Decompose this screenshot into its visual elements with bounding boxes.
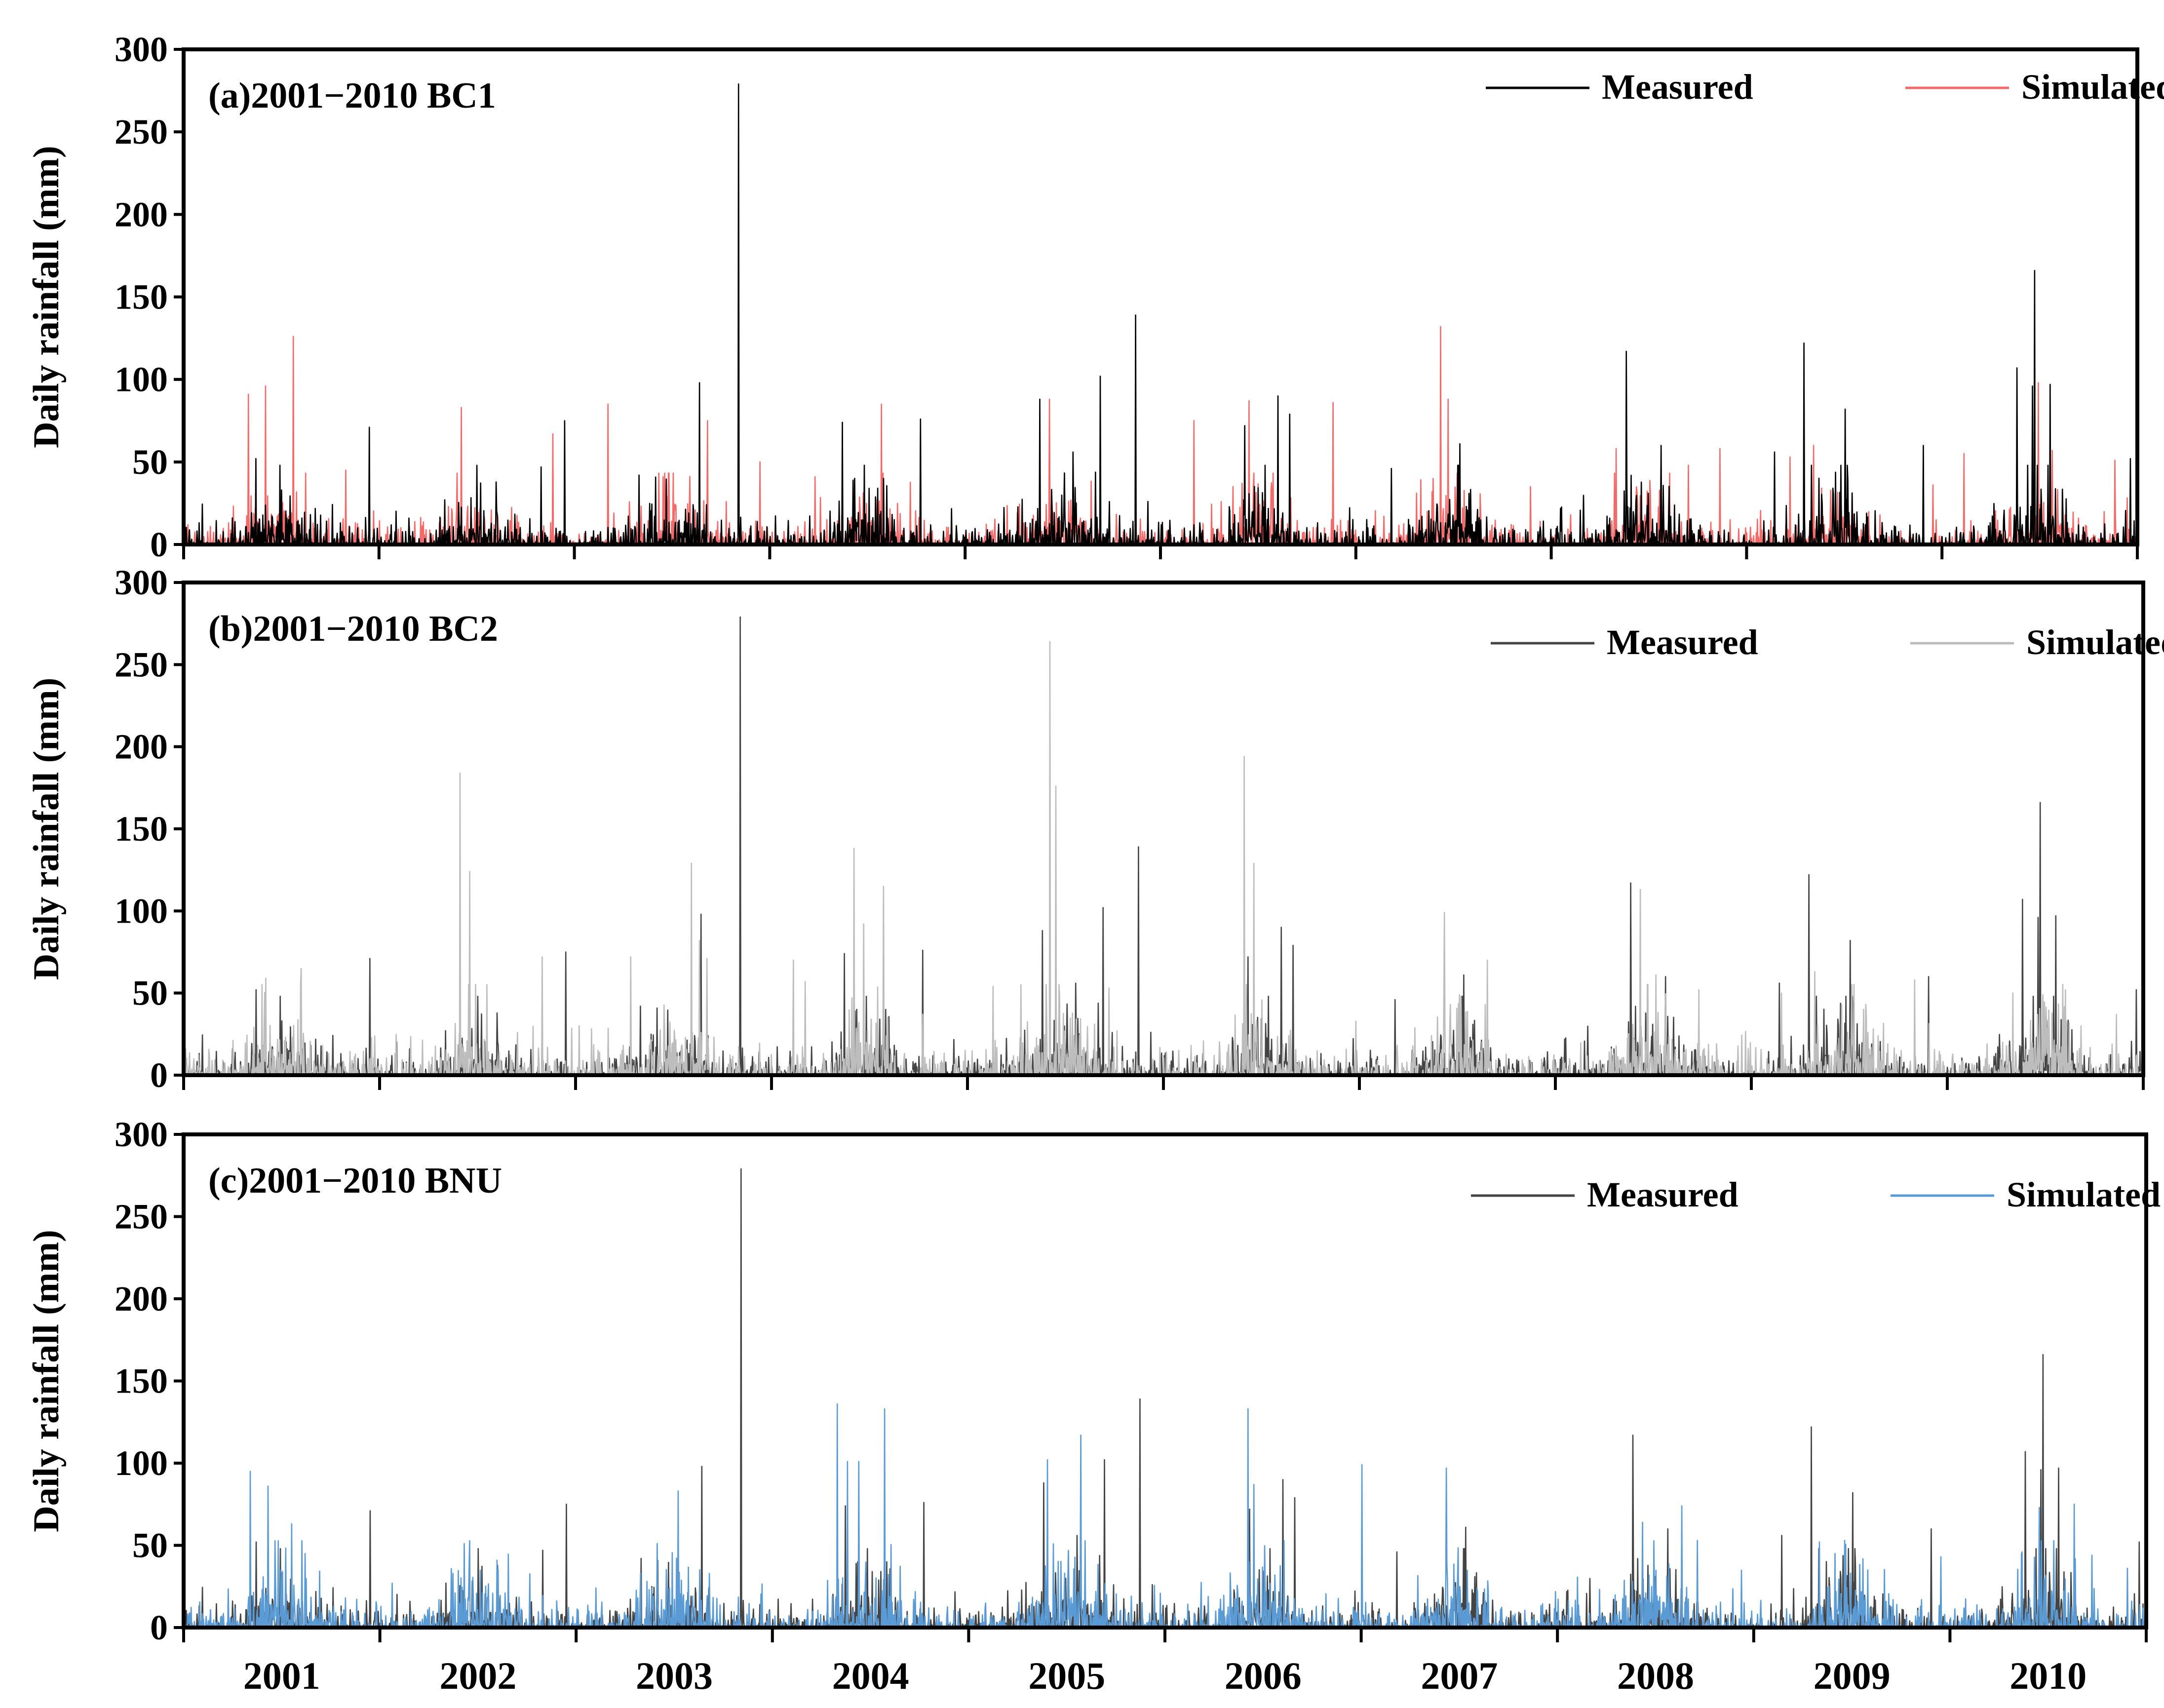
- x-tick-label-2002: 2002: [439, 1654, 516, 1697]
- panel-b: 0 50 100 150 200 250 300 (b)2001−2010 BC2 Dail…: [26, 563, 2164, 1095]
- y-tick-label: 200: [115, 1279, 168, 1319]
- panel-c-ylabel: Daily rainfall (mm): [26, 1230, 67, 1532]
- y-tick-label: 100: [115, 1443, 168, 1483]
- y-tick-label: 0: [150, 1055, 168, 1095]
- y-tick-label: 250: [115, 1197, 168, 1237]
- y-tick-label: 100: [115, 360, 168, 399]
- x-tick-label-2006: 2006: [1225, 1654, 1302, 1697]
- x-tick-label-2001: 2001: [243, 1654, 320, 1697]
- x-tick-label-2007: 2007: [1421, 1654, 1498, 1697]
- x-tick-label-2009: 2009: [1814, 1654, 1891, 1697]
- y-tick-label: 50: [132, 973, 168, 1013]
- panel-b-legend: Measured Simulated: [1491, 622, 2164, 662]
- legend-measured-label: Measured: [1587, 1175, 1739, 1214]
- y-tick-label: 200: [115, 194, 168, 234]
- legend-simulated-label: Simulated: [2026, 622, 2164, 662]
- x-tick-label-2005: 2005: [1028, 1654, 1105, 1697]
- y-tick-label: 150: [115, 1361, 168, 1401]
- x-tick-label-2004: 2004: [832, 1654, 909, 1697]
- y-tick-label: 250: [115, 112, 168, 152]
- panel-c-legend: Measured Simulated: [1471, 1175, 2161, 1214]
- y-tick-label: 250: [115, 645, 168, 684]
- y-tick-label: 200: [115, 727, 168, 767]
- legend-simulated-label: Simulated: [2021, 67, 2164, 107]
- panel-a-ylabel: Daily rainfall (mm): [26, 146, 67, 448]
- panel-b-label: (b)2001−2010 BC2: [208, 609, 498, 649]
- y-tick-label: 150: [115, 277, 168, 317]
- y-tick-label: 150: [115, 809, 168, 849]
- legend-measured-label: Measured: [1602, 67, 1753, 107]
- y-tick-label: 100: [115, 891, 168, 931]
- panel-a: 0 50 100 150 200 250 300 (a)2001−2010 BC1 Dail…: [26, 30, 2164, 564]
- y-tick-label: 50: [132, 442, 168, 482]
- panel-c-label: (c)2001−2010 BNU: [208, 1161, 502, 1201]
- y-tick-label: 0: [150, 525, 168, 564]
- panel-b-ylabel: Daily rainfall (mm): [26, 678, 67, 980]
- y-tick-label: 300: [115, 1115, 168, 1154]
- legend-measured-label: Measured: [1607, 622, 1758, 662]
- x-tick-label-2008: 2008: [1617, 1654, 1694, 1697]
- panel-a-label: (a)2001−2010 BC1: [208, 76, 496, 116]
- x-tick-label-2003: 2003: [636, 1654, 713, 1697]
- legend-simulated-label: Simulated: [2007, 1175, 2161, 1214]
- y-tick-label: 300: [115, 30, 168, 69]
- panel-c: 0 50 100 150 200 250 300 2001 2002 2003 2004 2005 20…: [26, 1115, 2161, 1697]
- x-tick-label-2010: 2010: [2009, 1654, 2087, 1697]
- y-tick-label: 0: [150, 1608, 168, 1647]
- panel-a-legend: Measured Simulated: [1486, 67, 2164, 107]
- series-simulated-line: [183, 641, 2144, 1076]
- y-tick-label: 300: [115, 563, 168, 602]
- y-tick-label: 50: [132, 1526, 168, 1565]
